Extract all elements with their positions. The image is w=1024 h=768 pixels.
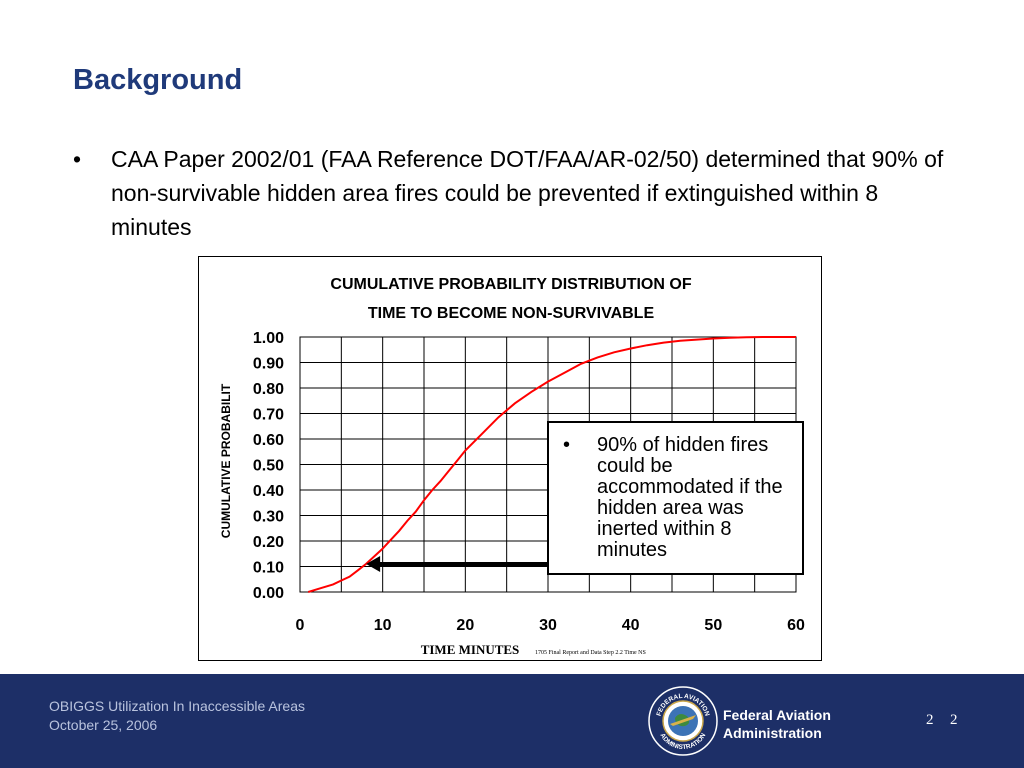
- y-tick-label: 0.40: [253, 483, 284, 500]
- y-tick-label: 0.50: [253, 458, 284, 475]
- faa-seal-logo: FEDERAL AVIATION ADMINISTRATION: [648, 686, 718, 756]
- x-tick-label: 60: [787, 617, 805, 634]
- series-line: [307, 336, 796, 593]
- x-tick-label: 0: [296, 617, 305, 634]
- chart-title-line-1: CUMULATIVE PROBABILITY DISTRIBUTION OF: [330, 276, 691, 293]
- y-tick-label: 0.80: [253, 381, 284, 398]
- y-tick-label: 0.20: [253, 534, 284, 551]
- source-note: 1705 Final Report and Data Step 2.2 Time…: [535, 650, 646, 656]
- chart-series: [307, 336, 796, 593]
- presentation-date: October 25, 2006: [49, 717, 158, 733]
- x-tick-label: 40: [622, 617, 640, 634]
- bullet-symbol: •: [73, 146, 82, 172]
- arrow-head: [366, 555, 381, 572]
- agency-name-line-1: Federal Aviation: [723, 707, 831, 723]
- x-tick-label: 50: [704, 617, 722, 634]
- page-number-secondary: 2: [950, 712, 958, 728]
- agency-name-line-2: Administration: [723, 725, 822, 741]
- y-tick-label: 0.70: [253, 407, 284, 424]
- y-tick-label: 0.10: [253, 560, 284, 577]
- x-axis-label: TIME MINUTES: [421, 642, 520, 657]
- y-tick-label: 0.30: [253, 509, 284, 526]
- callout-bullet-symbol: •: [563, 434, 571, 456]
- footer-info: OBIGGS Utilization In Inaccessible Areas…: [49, 697, 305, 735]
- chart-title-line-2: TIME TO BECOME NON-SURVIVABLE: [368, 305, 655, 322]
- page-number: 2: [926, 712, 934, 728]
- y-tick-label: 0.90: [253, 356, 284, 373]
- agency-name: Federal Aviation Administration: [723, 706, 831, 742]
- y-axis-label: CUMULATIVE PROBABILIT: [219, 383, 233, 538]
- x-tick-label: 20: [456, 617, 474, 634]
- chart-axes: 0.00 0.10 0.20 0.30 0.40 0.50 0.60 0.70 0.80 0.90…: [253, 330, 805, 634]
- chart-annotation-arrow: [366, 555, 553, 572]
- slide-title: Background: [73, 64, 243, 96]
- footer-bar: OBIGGS Utilization In Inaccessible Areas…: [0, 674, 1024, 768]
- callout-text: 90% of hidden fires could be accommodate…: [597, 434, 783, 561]
- x-tick-label: 10: [374, 617, 392, 634]
- y-tick-label: 1.00: [253, 330, 284, 347]
- y-tick-label: 0.60: [253, 432, 284, 449]
- x-tick-label: 30: [539, 617, 557, 634]
- bullet-text: CAA Paper 2002/01 (FAA Reference DOT/FAA…: [111, 146, 944, 240]
- callout-box: • 90% of hidden fires could be accommoda…: [547, 421, 804, 575]
- y-tick-label: 0.00: [253, 585, 284, 602]
- presentation-title: OBIGGS Utilization In Inaccessible Areas: [49, 698, 305, 714]
